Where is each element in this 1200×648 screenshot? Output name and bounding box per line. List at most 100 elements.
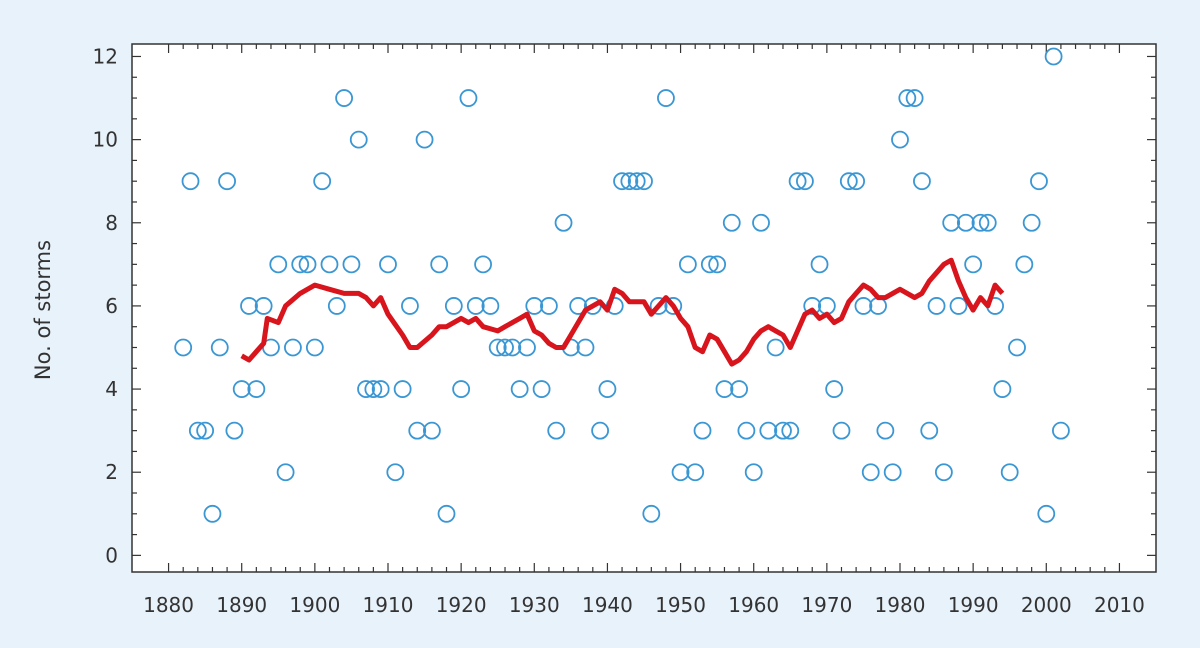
scatter-point [203, 504, 222, 523]
scatter-point [730, 380, 748, 398]
scatter-point [459, 89, 478, 107]
scatter-point [510, 380, 529, 398]
line-layer [240, 257, 1005, 367]
scatter-point [298, 255, 317, 274]
scatter-point [364, 380, 383, 398]
scatter-point [1044, 47, 1063, 66]
y-tick-label: 8 [105, 211, 118, 235]
x-tick-label: 1880 [143, 593, 194, 617]
scatter-point [744, 463, 763, 482]
scatter-point [422, 421, 441, 440]
scatter-point [700, 255, 719, 274]
scatter-point [993, 380, 1012, 398]
scatter-point [657, 89, 675, 107]
scatter-point [518, 338, 536, 357]
scatter-point [466, 297, 485, 315]
scatter-point [810, 255, 829, 274]
scatter-point [547, 421, 566, 440]
scatter-point [620, 172, 639, 191]
scatter-point [188, 421, 207, 440]
scatter-point [335, 89, 354, 107]
scatter-point [978, 213, 997, 232]
x-tick-label: 1890 [216, 593, 267, 617]
scatter-point [649, 297, 668, 315]
scatter-point [342, 255, 361, 274]
scatter-point [291, 255, 310, 274]
scatter-point [781, 421, 800, 440]
scatter-point [349, 130, 368, 149]
scatter-point [847, 172, 866, 191]
scatter-point [305, 338, 324, 357]
scatter-point [642, 504, 661, 523]
scatter-point [371, 380, 390, 398]
scatter-point [876, 421, 895, 440]
scatter-point [196, 421, 215, 440]
scatter-point [1015, 255, 1034, 274]
scatter-point [949, 297, 968, 315]
scatter-point [232, 380, 251, 398]
scatter-point [357, 380, 375, 398]
scatter-point [898, 89, 917, 107]
scatter-point [635, 172, 653, 191]
scatter-point [437, 504, 456, 523]
scatter-point [532, 380, 551, 398]
scatter-point [210, 338, 229, 357]
x-tick-label: 1990 [948, 593, 999, 617]
y-tick-label: 4 [105, 377, 118, 401]
scatter-point [240, 297, 258, 315]
scatter-point [1000, 463, 1019, 482]
scatter-point [408, 421, 427, 440]
scatter-point [503, 338, 522, 357]
scatter-point [576, 338, 595, 357]
scatter-point [796, 172, 814, 191]
plot-area [131, 43, 1157, 573]
scatter-point [693, 421, 712, 440]
scatter-point [832, 421, 851, 440]
scatter-point [678, 255, 697, 274]
scatter-point [708, 255, 727, 274]
x-tick-label: 1920 [436, 593, 487, 617]
scatter-point [430, 255, 449, 274]
scatter-point [664, 297, 683, 315]
scatter-point [598, 380, 617, 398]
points-layer [174, 47, 1070, 523]
x-tick-label: 1970 [801, 593, 852, 617]
scatter-point [313, 172, 332, 191]
scatter-point [956, 213, 975, 232]
scatter-point [488, 338, 507, 357]
scatter-point [218, 172, 236, 191]
scatter-point [927, 297, 946, 315]
scatter-point [401, 297, 419, 315]
scatter-point [737, 421, 756, 440]
scatter-point [1037, 504, 1056, 523]
scatter-point [1022, 213, 1041, 232]
scatter-point [883, 463, 902, 482]
x-tick-label: 1910 [363, 593, 414, 617]
y-tick-label: 6 [105, 294, 118, 318]
scatter-point [415, 130, 434, 149]
scatter-point [971, 213, 990, 232]
scatter-point [715, 380, 734, 398]
scatter-point [627, 172, 646, 191]
x-tick-label: 1950 [655, 593, 706, 617]
y-tick-label: 12 [93, 44, 118, 68]
scatter-point [452, 380, 471, 398]
scatter-point [481, 297, 500, 315]
scatter-point [722, 213, 741, 232]
scatter-point [686, 463, 705, 482]
scatter-point [174, 338, 193, 357]
scatter-point [269, 255, 288, 274]
scatter-point [474, 255, 492, 274]
scatter-point [181, 172, 200, 191]
scatter-point [774, 421, 792, 440]
scatter-point [327, 297, 346, 315]
scatter-point [276, 463, 295, 482]
x-tick-label: 2000 [1021, 593, 1072, 617]
y-tick-label: 10 [93, 128, 118, 152]
scatter-point [854, 297, 873, 315]
scatter-point [284, 338, 302, 357]
x-tick-label: 1900 [289, 593, 340, 617]
scatter-point [569, 297, 588, 315]
scatter-point [393, 380, 412, 398]
